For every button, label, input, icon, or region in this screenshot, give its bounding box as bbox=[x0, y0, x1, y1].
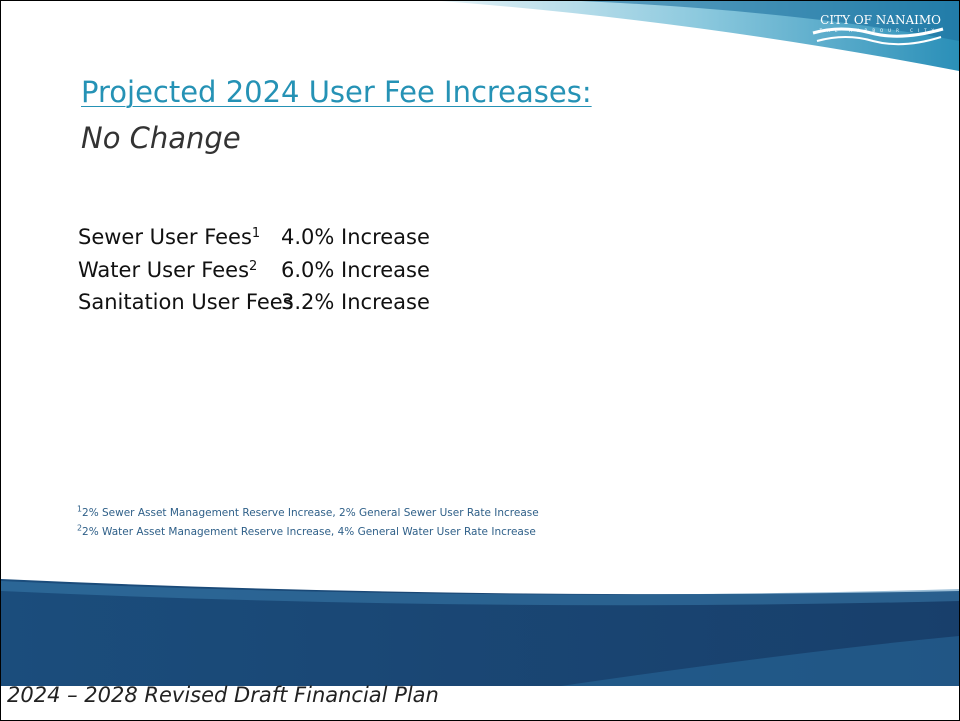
fee-name: Water User Fees2 bbox=[78, 258, 257, 282]
fee-value: 6.0% Increase bbox=[281, 257, 430, 282]
title: Projected 2024 User Fee Increases: bbox=[81, 75, 592, 109]
fee-name-text: Sanitation User Fees bbox=[78, 290, 294, 314]
subtitle: No Change bbox=[81, 121, 241, 155]
bottom-wave-accent bbox=[561, 636, 959, 686]
footer: 2024 – 2028 Revised Draft Financial Plan bbox=[7, 683, 439, 707]
fee-name: Sewer User Fees1 bbox=[78, 225, 260, 249]
logo-tagline: THE HARBOUR CITY bbox=[819, 28, 939, 33]
fee-name-text: Sewer User Fees bbox=[78, 225, 252, 249]
fee-name: Sanitation User Fees bbox=[78, 290, 294, 314]
bottom-wave bbox=[1, 579, 959, 686]
top-wave-dark bbox=[581, 1, 959, 41]
bottom-wave-light bbox=[1, 581, 959, 606]
footnote: 22% Water Asset Management Reserve Incre… bbox=[77, 523, 536, 538]
fee-name-text: Water User Fees bbox=[78, 257, 250, 282]
logo-name: CITY OF NANAIMO bbox=[820, 13, 941, 27]
fee-value: 3.2% Increase bbox=[281, 290, 430, 314]
footnote-text: 2% Sewer Asset Management Reserve Increa… bbox=[82, 507, 539, 519]
logo-wave bbox=[812, 27, 944, 38]
footnote-marker: 1 bbox=[251, 225, 261, 241]
footnote-marker: 2 bbox=[77, 523, 83, 533]
footnote-text: 2% Water Asset Management Reserve Increa… bbox=[82, 526, 536, 538]
footnote-marker: 1 bbox=[77, 504, 83, 514]
footnote: 12% Sewer Asset Management Reserve Incre… bbox=[77, 504, 539, 519]
footnote-marker: 2 bbox=[249, 258, 258, 274]
logo-wave bbox=[816, 36, 942, 46]
fee-value: 4.0% Increase bbox=[281, 225, 430, 249]
